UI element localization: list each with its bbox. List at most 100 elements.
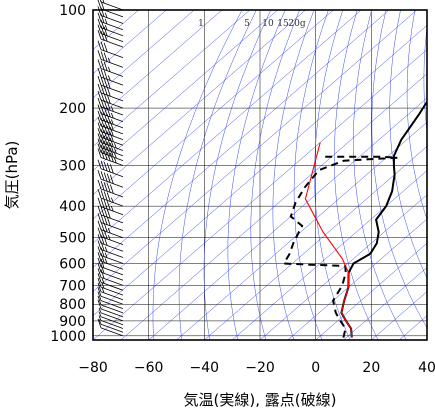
wind-barb bbox=[98, 315, 124, 329]
barb-flag bbox=[100, 214, 105, 224]
mixing-ratio-label: 20g bbox=[288, 19, 305, 29]
barb-staff bbox=[100, 152, 124, 162]
series-layer bbox=[282, 99, 427, 338]
barb-flag bbox=[100, 144, 105, 154]
barb-flag bbox=[103, 135, 108, 145]
wind-barb bbox=[97, 128, 124, 146]
barb-staff bbox=[100, 197, 124, 207]
barb-flag bbox=[100, 269, 105, 279]
barb-flag bbox=[97, 18, 102, 28]
barb-flag bbox=[100, 247, 105, 257]
wind-barb bbox=[97, 273, 124, 291]
barb-half-flag bbox=[107, 227, 111, 234]
barb-flag bbox=[100, 253, 105, 263]
barb-flag bbox=[106, 125, 111, 136]
barb-staff bbox=[100, 1, 124, 11]
dry-adiabat bbox=[371, 10, 427, 329]
barb-flag bbox=[97, 318, 102, 328]
barb-staff bbox=[100, 136, 124, 146]
barb-staff bbox=[100, 281, 124, 291]
barb-staff bbox=[100, 49, 124, 58]
barb-flag bbox=[97, 0, 102, 10]
barb-flag bbox=[97, 116, 102, 127]
wind-barb bbox=[97, 246, 124, 264]
wind-barb bbox=[97, 282, 124, 301]
wind-barb bbox=[97, 159, 124, 178]
barb-flag bbox=[103, 145, 108, 156]
x-tick-label: 20 bbox=[362, 360, 380, 376]
barb-staff bbox=[100, 295, 124, 305]
barb-flag bbox=[106, 163, 111, 173]
isotherm bbox=[426, 339, 427, 340]
barb-staff bbox=[100, 260, 124, 270]
wind-barb bbox=[97, 252, 124, 270]
isotherm bbox=[120, 73, 427, 340]
barb-half-flag bbox=[110, 206, 114, 212]
barb-staff bbox=[100, 229, 124, 239]
barb-flag bbox=[97, 6, 102, 16]
barb-half-flag bbox=[104, 252, 108, 258]
barb-staff bbox=[100, 312, 124, 322]
barb-flag bbox=[106, 136, 111, 147]
y-tick-label: 100 bbox=[59, 3, 86, 19]
barb-flag bbox=[97, 97, 102, 108]
isotherm bbox=[93, 10, 223, 123]
isotherm bbox=[232, 170, 427, 340]
barb-flag bbox=[106, 131, 111, 141]
wind-barb bbox=[97, 76, 124, 94]
barb-flag bbox=[97, 234, 102, 244]
barb-flag bbox=[100, 25, 105, 35]
barb-flag bbox=[97, 252, 102, 262]
barb-half-flag bbox=[98, 315, 102, 321]
barb-flag bbox=[97, 133, 102, 143]
dry-adiabat bbox=[250, 10, 300, 340]
barb-flag bbox=[97, 128, 102, 138]
y-tick-label: 800 bbox=[59, 297, 86, 313]
barb-flag bbox=[103, 207, 108, 218]
y-tick-label: 600 bbox=[59, 257, 86, 273]
isotherm bbox=[148, 97, 427, 340]
barb-half-flag bbox=[110, 112, 114, 119]
wind-barb bbox=[97, 138, 124, 157]
barb-flag bbox=[97, 40, 102, 50]
barb-half-flag bbox=[104, 24, 108, 31]
wind-barb bbox=[99, 0, 124, 11]
wind-barb bbox=[97, 59, 124, 77]
barb-staff bbox=[100, 316, 124, 326]
barb-flag bbox=[103, 52, 108, 62]
barb-flag bbox=[109, 143, 114, 153]
barb-staff bbox=[100, 68, 124, 77]
wind-barb bbox=[97, 257, 124, 276]
barb-staff bbox=[100, 236, 124, 246]
wind-barbs bbox=[97, 0, 124, 337]
barb-staff bbox=[100, 92, 124, 102]
barb-flag bbox=[103, 85, 108, 96]
wind-barb bbox=[97, 83, 124, 102]
wind-barb bbox=[97, 291, 124, 309]
y-tick-label: 700 bbox=[59, 278, 86, 294]
y-tick-label: 400 bbox=[59, 199, 86, 215]
barb-flag bbox=[97, 287, 102, 297]
barb-flag bbox=[97, 104, 102, 114]
barb-flag bbox=[106, 209, 111, 219]
x-tick-labels: −80 −60 −40 −20 0 20 40 bbox=[78, 360, 435, 376]
wind-barb bbox=[98, 319, 124, 333]
barb-flag bbox=[106, 173, 111, 183]
barb-flag bbox=[106, 94, 111, 104]
barb-flag bbox=[100, 221, 105, 231]
mixing-ratio-label: 15 bbox=[277, 19, 289, 29]
barb-half-flag bbox=[101, 283, 105, 289]
barb-flag bbox=[100, 129, 105, 139]
barb-flag bbox=[103, 215, 108, 225]
y-tick-label: 200 bbox=[59, 101, 86, 117]
barb-half-flag bbox=[110, 197, 114, 203]
mixing-ratio-label: 10 bbox=[262, 19, 274, 29]
barb-staff bbox=[100, 323, 124, 333]
wind-barb bbox=[97, 143, 124, 162]
barb-half-flag bbox=[101, 287, 105, 294]
barb-flag bbox=[97, 282, 102, 292]
barb-flag bbox=[97, 273, 102, 283]
mixing-ratio-label: 1 bbox=[198, 19, 204, 29]
x-tick-label: −20 bbox=[245, 360, 275, 376]
